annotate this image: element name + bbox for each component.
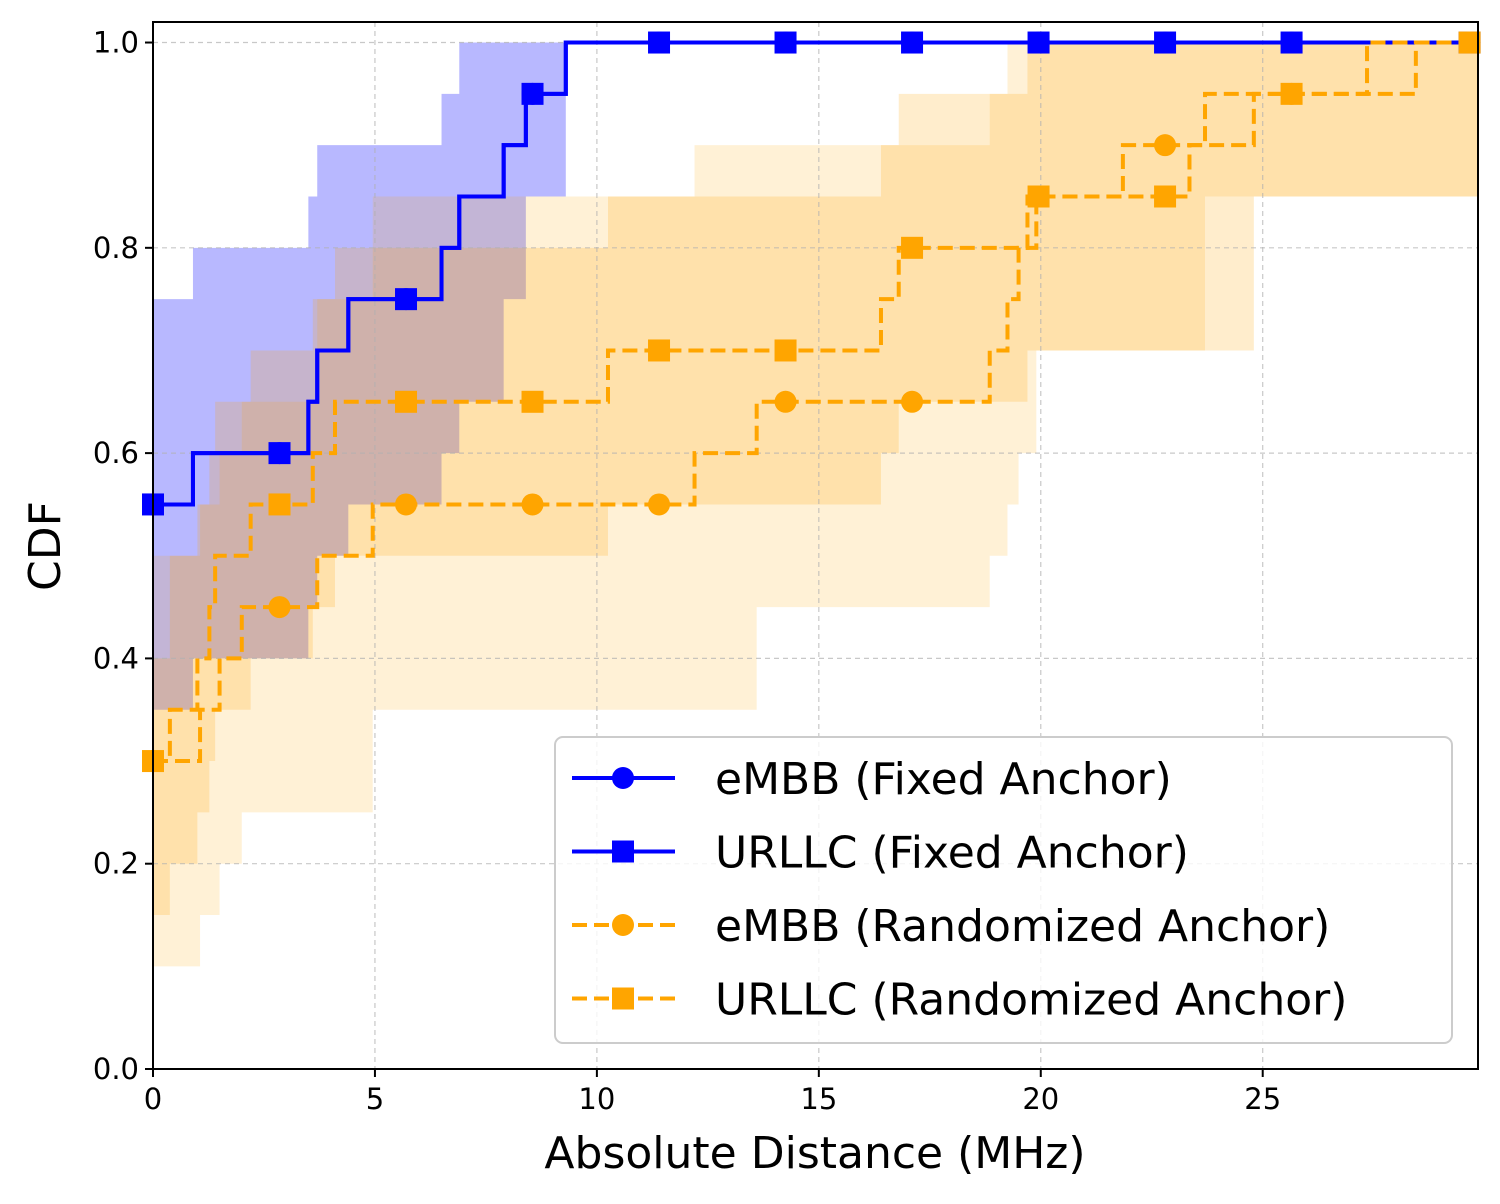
x-axis-label: Absolute Distance (MHz) [544, 1128, 1085, 1179]
legend: eMBB (Fixed Anchor) URLLC (Fixed Anchor) e… [554, 736, 1453, 1044]
data-point-square [395, 390, 418, 413]
data-point-square [648, 339, 671, 362]
band-series-0 [153, 42, 1478, 710]
x-tick-label: 20 [1022, 1082, 1059, 1116]
x-tick-label: 10 [578, 1082, 615, 1116]
data-point-square [1027, 185, 1050, 208]
data-point-circle [774, 390, 797, 413]
legend-marker-circle [612, 767, 634, 789]
data-point-circle [395, 493, 418, 516]
data-point-circle [1154, 134, 1177, 157]
band-series-2 [153, 42, 1478, 967]
plot-frame [152, 21, 1479, 1070]
y-tick-label: 1.0 [93, 26, 139, 60]
series-markers [142, 31, 1481, 773]
data-point-square [1154, 31, 1177, 54]
x-tick-label: 5 [366, 1082, 384, 1116]
data-point-square [1280, 31, 1303, 54]
legend-label-0: eMBB (Fixed Anchor) [715, 754, 1172, 805]
data-point-square [521, 82, 544, 105]
data-point-square [774, 31, 797, 54]
legend-marker-square [612, 987, 634, 1010]
axis-ticks: 0 5 10 15 20 25 0.0 0.2 0.4 0.6 0.8 1.0 [93, 26, 1281, 1116]
data-point-square [1280, 82, 1303, 105]
y-tick-label: 0.2 [93, 847, 139, 881]
x-tick-label: 25 [1244, 1082, 1281, 1116]
data-point-square [648, 31, 671, 54]
data-point-square [395, 288, 418, 311]
data-point-circle [268, 596, 291, 619]
data-point-square [1027, 31, 1050, 54]
legend-label-3: URLLC (Randomized Anchor) [715, 975, 1347, 1026]
y-axis-label: CDF [20, 501, 71, 591]
data-point-square [268, 493, 291, 516]
series-line-3 [153, 40, 1478, 764]
data-point-square [901, 236, 924, 259]
data-point-circle [901, 390, 924, 413]
legend-box [554, 736, 1453, 1044]
data-point-square [521, 390, 544, 413]
data-point-circle [648, 493, 671, 516]
x-tick-label: 15 [800, 1082, 837, 1116]
data-point-square [268, 442, 291, 465]
data-point-square [774, 339, 797, 362]
y-tick-label: 0.4 [93, 641, 139, 675]
data-point-square [901, 31, 924, 54]
legend-label-2: eMBB (Randomized Anchor) [715, 901, 1330, 952]
legend-marker-circle [612, 914, 634, 936]
band-series-3 [153, 42, 1478, 916]
data-point-circle [521, 493, 544, 516]
y-tick-label: 0.0 [93, 1052, 139, 1086]
x-tick-label: 0 [144, 1082, 162, 1116]
y-tick-label: 0.6 [93, 436, 139, 470]
y-tick-label: 0.8 [93, 231, 139, 265]
legend-marker-square [612, 840, 634, 863]
legend-label-1: URLLC (Fixed Anchor) [715, 828, 1189, 879]
data-point-square [1154, 185, 1177, 208]
data-point-square [1458, 31, 1481, 54]
confidence-bands [153, 42, 1478, 967]
series-line-2 [153, 40, 1478, 764]
